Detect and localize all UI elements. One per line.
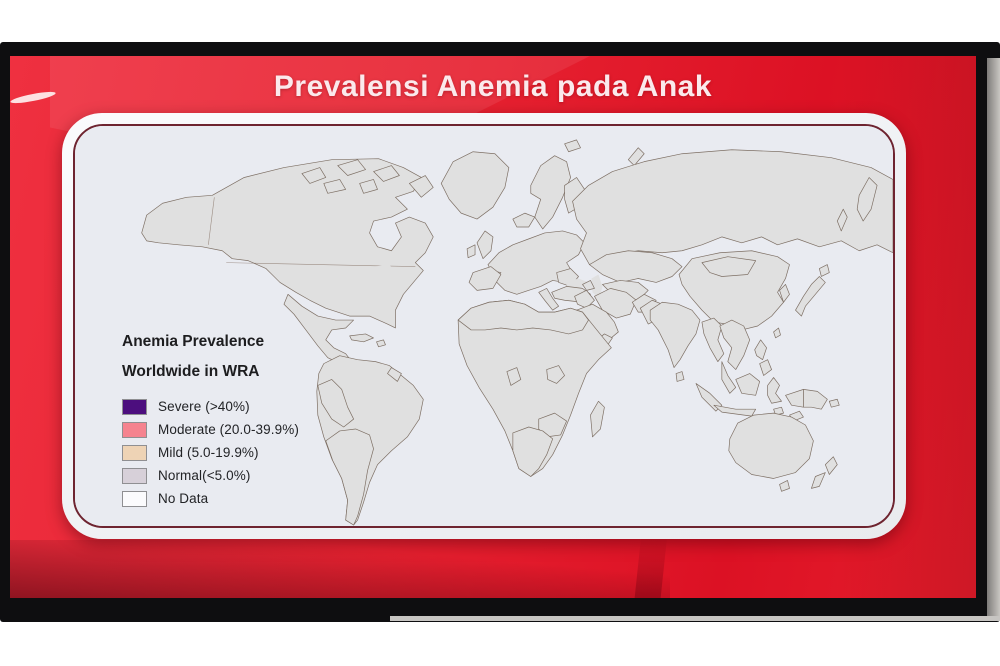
region-peru <box>317 379 354 428</box>
region-arctic-islands <box>373 165 400 182</box>
region-greenland <box>440 151 510 220</box>
region-arctic-islands <box>359 179 378 194</box>
region-north-africa <box>457 299 589 335</box>
region-hispaniola <box>376 339 386 348</box>
legend-row-normal: Normal(<5.0%) <box>122 464 372 487</box>
region-gabon <box>506 367 522 386</box>
legend-swatch-severe <box>122 398 147 415</box>
black-sea <box>564 278 589 289</box>
region-taiwan <box>773 327 781 339</box>
region-iberia <box>468 266 502 291</box>
region-myanmar <box>701 317 725 362</box>
legend-title-line1: Anemia Prevalence <box>122 333 265 350</box>
region-new-britain <box>828 398 840 408</box>
region-ireland <box>466 244 476 259</box>
region-java <box>713 404 757 417</box>
legend-label-moderate: Moderate (20.0-39.9%) <box>158 422 299 437</box>
legend-row-nodata: No Data <box>122 487 372 510</box>
region-uk <box>476 230 494 260</box>
monitor-side-edge <box>987 58 1000 618</box>
region-korea <box>779 284 790 303</box>
legend-swatch-nodata <box>122 490 147 507</box>
monitor-bottom-edge <box>390 616 1000 621</box>
slide-screen: Prevalensi Anemia pada Anak <box>10 56 976 598</box>
legend-row-mild: Mild (5.0-19.9%) <box>122 441 372 464</box>
region-arctic-islands <box>323 179 347 194</box>
region-philippines <box>754 339 767 361</box>
region-indochina <box>719 319 751 370</box>
region-svalbard <box>564 139 581 153</box>
region-azerbaijan <box>582 280 595 291</box>
region-iraq <box>574 290 595 309</box>
legend-row-moderate: Moderate (20.0-39.9%) <box>122 418 372 441</box>
region-cuba <box>349 333 374 343</box>
region-arctic-islands <box>337 159 366 176</box>
region-philippines <box>759 359 772 376</box>
monitor-bezel: Prevalensi Anemia pada Anak <box>0 42 1000 622</box>
caspian-sea <box>591 274 603 299</box>
region-australia <box>728 412 814 479</box>
region-sri-lanka <box>675 371 685 382</box>
map-card-inner: Anemia Prevalence Worldwide in WRA Sever… <box>73 124 895 528</box>
legend-label-normal: Normal(<5.0%) <box>158 468 251 483</box>
region-southern-africa <box>512 426 554 477</box>
legend-row-severe: Severe (>40%) <box>122 395 372 418</box>
map-card: Anemia Prevalence Worldwide in WRA Sever… <box>62 113 906 539</box>
region-china <box>678 250 790 331</box>
region-sakhalin <box>836 208 848 232</box>
legend-label-severe: Severe (>40%) <box>158 399 250 414</box>
region-kamchatka <box>856 177 878 222</box>
region-mongolia <box>701 256 757 277</box>
region-zambia-zimbabwe <box>538 412 567 438</box>
region-iceland <box>512 212 536 228</box>
legend-swatch-normal <box>122 467 147 484</box>
region-madagascar <box>590 400 605 438</box>
region-malay-peninsula <box>721 361 737 394</box>
region-new-zealand-south <box>811 472 826 489</box>
region-new-zealand-north <box>824 456 838 475</box>
legend-swatch-moderate <box>122 421 147 438</box>
map-legend: Anemia Prevalence Worldwide in WRA Sever… <box>122 331 372 510</box>
legend-swatch-mild <box>122 444 147 461</box>
region-india <box>649 301 701 368</box>
slide-title: Prevalensi Anemia pada Anak <box>273 70 713 103</box>
region-tasmania <box>779 480 790 492</box>
region-scandinavia <box>530 155 571 230</box>
legend-title-line2: Worldwide in WRA <box>122 363 260 380</box>
region-japan <box>795 276 826 317</box>
alaska-border <box>208 197 215 245</box>
region-guyana <box>387 367 402 382</box>
region-mexico-central-america <box>283 293 354 365</box>
region-baffin <box>409 175 434 198</box>
legend-label-mild: Mild (5.0-19.9%) <box>158 445 259 460</box>
legend-label-nodata: No Data <box>158 491 209 506</box>
region-novaya-zemlya <box>627 147 645 166</box>
great-lakes <box>373 264 396 275</box>
region-hokkaido <box>819 264 830 277</box>
region-argentina-chile <box>325 428 374 526</box>
region-arctic-islands <box>301 167 327 184</box>
world-map <box>75 126 893 526</box>
region-north-america <box>141 158 434 329</box>
region-sulawesi <box>767 377 782 404</box>
red-dark-sweep <box>10 540 670 598</box>
legend-items: Severe (>40%) Moderate (20.0-39.9%) Mild… <box>122 395 372 510</box>
region-papua-new-guinea <box>803 389 828 410</box>
region-uganda-kenya <box>546 365 565 384</box>
region-borneo <box>735 373 761 396</box>
region-italy <box>538 288 559 311</box>
